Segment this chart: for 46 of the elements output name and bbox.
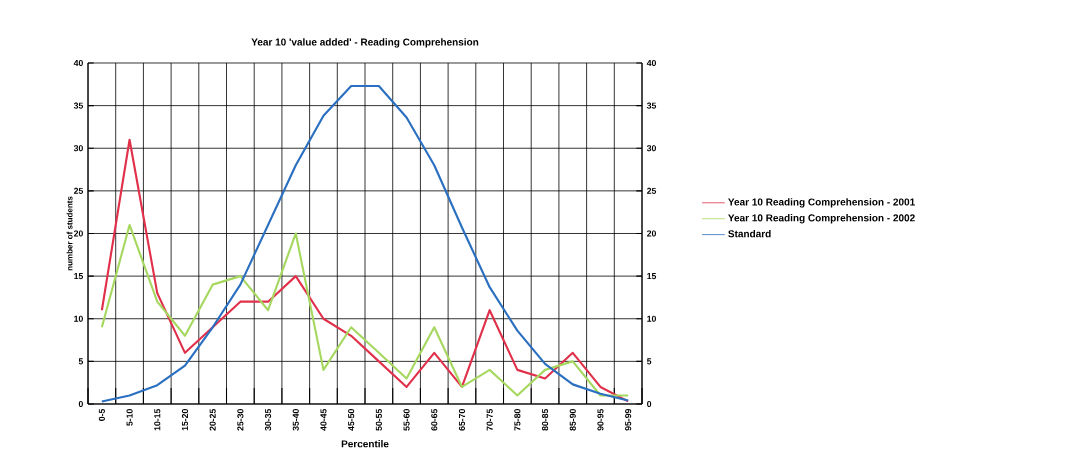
y-tick-label: 25 [73, 187, 84, 194]
x-tick-label: 80-85 [542, 408, 549, 431]
x-tick-label: 50-55 [375, 408, 382, 431]
x-tick-label: 90-95 [597, 408, 604, 431]
x-tick-label: 75-80 [514, 409, 521, 431]
y-tick-label: 15 [74, 273, 84, 280]
x-tick-label: 45-50 [348, 409, 355, 431]
y2-tick-label: 5 [647, 358, 652, 365]
y2-tick-label: 15 [647, 273, 657, 280]
x-tick-label: 95-99 [625, 409, 632, 431]
x-tick-label: 15-20 [181, 409, 189, 431]
y-axis-title: number of students [66, 196, 73, 271]
x-tick-label: 70-75 [486, 408, 493, 431]
x-tick-label: 40-45 [320, 408, 327, 431]
x-tick-label: 60-65 [431, 408, 438, 431]
y-tick-label: 30 [73, 145, 83, 152]
y-tick-label: 35 [73, 102, 84, 109]
legend-label: Standard [728, 230, 771, 238]
y-tick-label: 20 [73, 230, 83, 237]
line-series [100, 138, 630, 403]
y2-tick-label: 35 [646, 102, 657, 109]
x-axis-title: Percentile [341, 440, 389, 448]
y-tick-label: 5 [78, 358, 84, 365]
y-tick-label: 10 [74, 315, 83, 322]
x-tick-label: 65-70 [458, 409, 466, 431]
legend-label: Year 10 Reading Comprehension - 2001 [728, 198, 915, 208]
y2-tick-label: 25 [647, 187, 657, 194]
line-series [100, 223, 630, 397]
legend-label: Year 10 Reading Comprehension - 2002 [728, 214, 915, 224]
x-tick-label: 10-15 [154, 408, 161, 431]
y-tick-label: 40 [73, 59, 83, 67]
x-tick-label: 25-30 [237, 409, 244, 431]
x-tick-label: 30-35 [265, 408, 272, 431]
y2-tick-label: 40 [646, 59, 656, 67]
x-tick-label: 5-10 [126, 409, 133, 426]
x-tick-label: 55-60 [403, 409, 410, 431]
y-tick-label: 0 [78, 400, 83, 408]
y2-tick-label: 30 [646, 145, 656, 152]
y2-tick-label: 0 [647, 400, 652, 408]
x-tick-label: 85-90 [569, 409, 576, 431]
y2-tick-label: 10 [647, 315, 656, 322]
chart-title: Year 10 'value added' - Reading Comprehension [251, 38, 479, 48]
y2-tick-label: 20 [647, 230, 656, 237]
x-tick-label: 35-40 [292, 409, 299, 431]
x-tick-label: 20-25 [209, 408, 216, 431]
x-tick-label: 0-5 [98, 408, 105, 421]
